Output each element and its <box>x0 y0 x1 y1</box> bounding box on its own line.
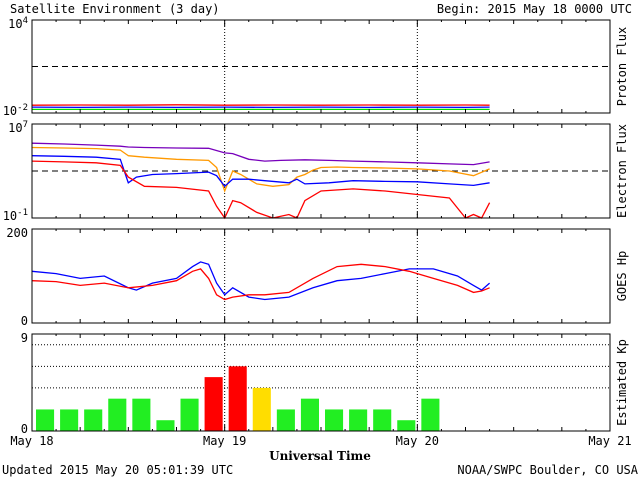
y-tick-label-1: 0 <box>21 314 28 328</box>
y-axis-label: Estimated Kp <box>615 339 629 426</box>
updated-timestamp: Updated 2015 May 20 05:01:39 UTC <box>2 463 233 477</box>
series-line-0 <box>31 142 490 166</box>
x-tick-label-1: May 19 <box>203 434 246 448</box>
panel-1: 107 10-1 Electron Flux <box>3 120 629 223</box>
kp-bar-5 <box>156 420 175 431</box>
chart-title: Satellite Environment (3 day) <box>10 2 220 16</box>
kp-bar-4 <box>132 398 151 431</box>
y-tick-label-0: 200 <box>6 226 28 240</box>
x-tick-label-3: May 21 <box>588 434 631 448</box>
x-axis-label: Universal Time <box>269 449 371 463</box>
kp-bar-10 <box>276 409 295 431</box>
x-tick-label-2: May 20 <box>396 434 439 448</box>
kp-bar-0 <box>36 409 55 431</box>
y-tick-label-1: 10-2 <box>3 103 28 118</box>
kp-bar-8 <box>228 366 247 431</box>
panel-3: 9 0 Estimated Kp <box>21 331 629 436</box>
series-line-1 <box>31 146 490 193</box>
y-tick-label-0: 9 <box>21 331 28 345</box>
kp-bar-2 <box>84 409 103 431</box>
y-tick-label-1: 10-1 <box>3 208 28 223</box>
kp-bar-13 <box>349 409 368 431</box>
panel-2: 200 0 GOES Hp <box>6 226 629 328</box>
series-line-3 <box>31 160 491 220</box>
credit-line: NOAA/SWPC Boulder, CO USA <box>457 463 638 477</box>
kp-bar-12 <box>325 409 344 431</box>
kp-bar-6 <box>180 398 199 431</box>
kp-bar-1 <box>60 409 79 431</box>
kp-bar-15 <box>397 420 416 431</box>
y-axis-label: Electron Flux <box>615 124 629 218</box>
panel-frame <box>31 228 611 324</box>
kp-bar-11 <box>300 398 319 431</box>
y-tick-label-0: 107 <box>8 120 28 135</box>
series-line-1 <box>31 263 490 301</box>
kp-bar-3 <box>108 398 127 431</box>
begin-date: Begin: 2015 May 18 0000 UTC <box>437 2 632 16</box>
kp-bar-16 <box>421 398 440 431</box>
y-axis-label: GOES Hp <box>615 251 629 302</box>
y-tick-label-1: 0 <box>21 422 28 436</box>
panel-0: 104 10-2 Proton Flux <box>3 16 629 118</box>
x-tick-label-0: May 18 <box>10 434 53 448</box>
series-line-2 <box>31 155 490 188</box>
series-line-0 <box>31 261 491 301</box>
kp-bar-14 <box>373 409 392 431</box>
kp-bar-7 <box>204 377 223 431</box>
y-tick-label-0: 104 <box>8 16 28 31</box>
y-axis-label: Proton Flux <box>615 27 629 106</box>
panels: 104 10-2 Proton Flux 107 10-1 Electron Flux 20… <box>3 16 632 448</box>
kp-bar-9 <box>252 387 271 431</box>
